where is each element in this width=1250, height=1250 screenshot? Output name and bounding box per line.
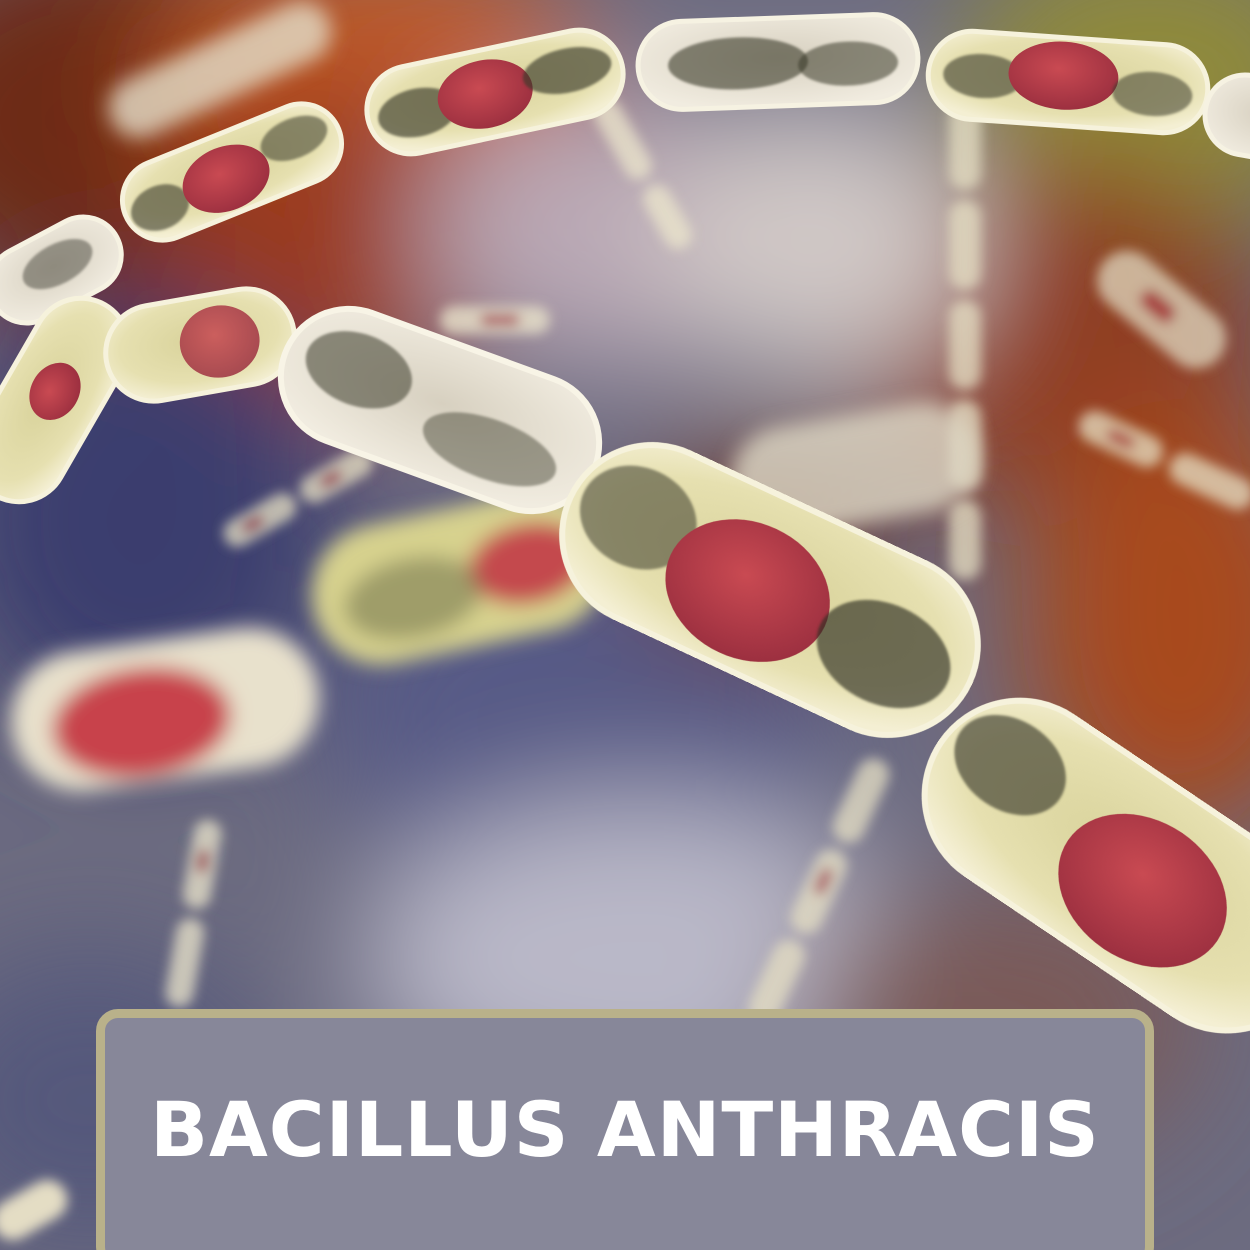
caption-title: BACILLUS ANTHRACIS <box>150 1085 1100 1174</box>
mid-bacteria <box>10 1 979 792</box>
foreground-chain-main <box>0 286 1250 1034</box>
foreground-blur-bits <box>0 1180 68 1240</box>
foreground-chain-upper <box>0 12 1250 326</box>
caption-panel: BACILLUS ANTHRACIS <box>96 1009 1154 1250</box>
